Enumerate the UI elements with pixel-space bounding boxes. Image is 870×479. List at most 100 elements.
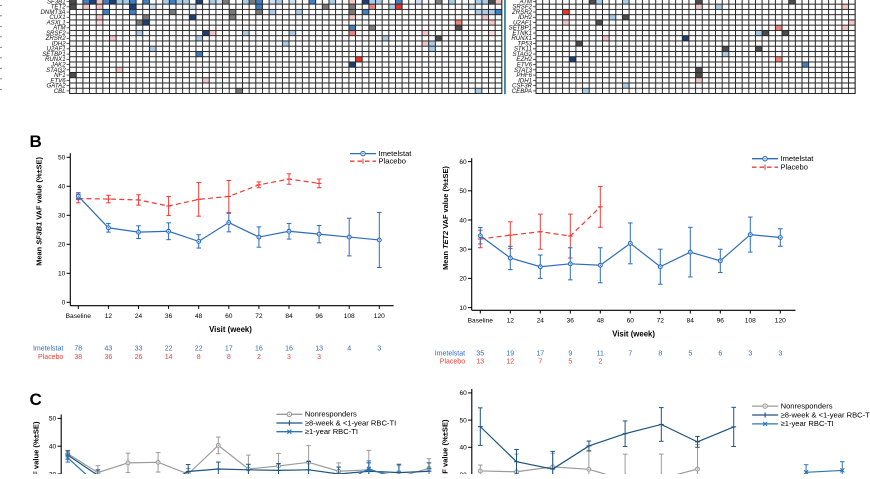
svg-text:2: 2	[598, 358, 602, 365]
svg-text:PHF6: PHF6	[516, 72, 532, 79]
svg-text:8: 8	[227, 354, 231, 361]
svg-text:STAT3: STAT3	[514, 67, 533, 74]
svg-text:NF1: NF1	[54, 72, 66, 79]
svg-text:3: 3	[778, 350, 782, 357]
svg-text:36: 36	[105, 354, 113, 361]
svg-text:Imetelstat: Imetelstat	[33, 345, 63, 352]
svg-text:38: 38	[74, 354, 82, 361]
svg-text:ETV6: ETV6	[50, 77, 66, 84]
svg-text:U2AF1: U2AF1	[47, 46, 66, 53]
svg-text:20: 20	[459, 276, 467, 283]
svg-text:GATA2: GATA2	[47, 83, 67, 90]
svg-text:84: 84	[687, 318, 695, 325]
svg-text:50: 50	[459, 188, 467, 195]
svg-text:50: 50	[459, 417, 467, 424]
svg-text:Mean TET2 VAF value (%±SE): Mean TET2 VAF value (%±SE)	[441, 419, 450, 474]
svg-text:36: 36	[567, 318, 575, 325]
svg-text:7: 7	[538, 358, 542, 365]
svg-text:DNMT3A: DNMT3A	[41, 9, 66, 16]
svg-text:72: 72	[255, 313, 263, 320]
svg-text:Placebo: Placebo	[38, 354, 63, 361]
svg-text:JAK2: JAK2	[50, 62, 66, 69]
svg-text:24: 24	[537, 318, 545, 325]
svg-text:120: 120	[775, 318, 786, 325]
svg-text:22: 22	[165, 345, 173, 352]
svg-text:13: 13	[476, 358, 484, 365]
svg-text:13: 13	[315, 345, 323, 352]
svg-text:40: 40	[459, 217, 467, 224]
svg-text:40: 40	[459, 445, 467, 452]
svg-text:48: 48	[597, 318, 605, 325]
svg-text:43: 43	[105, 345, 113, 352]
svg-text:11: 11	[597, 350, 604, 357]
svg-text:78: 78	[74, 345, 82, 352]
svg-text:60: 60	[627, 318, 635, 325]
svg-text:33: 33	[135, 345, 143, 352]
svg-text:U2AF1: U2AF1	[513, 19, 532, 26]
svg-text:8: 8	[197, 354, 201, 361]
svg-text:ASXL1: ASXL1	[46, 19, 66, 26]
svg-text:3: 3	[748, 350, 752, 357]
svg-text:Mean SF3B1 VAF value (%±SE): Mean SF3B1 VAF value (%±SE)	[35, 157, 44, 266]
svg-text:84: 84	[285, 313, 293, 320]
svg-text:17: 17	[536, 350, 544, 357]
svg-text:Placebo: Placebo	[440, 358, 465, 365]
svg-text:12: 12	[105, 313, 113, 320]
svg-text:≥1-year RBC-TI: ≥1-year RBC-TI	[781, 419, 834, 428]
svg-text:14: 14	[165, 354, 173, 361]
svg-text:Placebo: Placebo	[781, 163, 808, 172]
svg-text:3: 3	[287, 354, 291, 361]
svg-text:Baseline: Baseline	[66, 313, 92, 320]
svg-text:STAG2: STAG2	[46, 67, 66, 74]
svg-text:CBL: CBL	[54, 88, 66, 95]
svg-text:40: 40	[49, 444, 57, 451]
svg-text:8: 8	[658, 350, 662, 357]
svg-text:3: 3	[377, 345, 381, 352]
svg-text:10: 10	[58, 271, 66, 278]
svg-text:40: 40	[58, 184, 66, 191]
svg-text:SRSF2: SRSF2	[46, 30, 66, 37]
svg-text:12: 12	[507, 318, 515, 325]
svg-text:50: 50	[58, 155, 66, 162]
svg-text:96: 96	[717, 318, 725, 325]
svg-text:7: 7	[628, 350, 632, 357]
svg-text:≥8-week & <1-year RBC-TI: ≥8-week & <1-year RBC-TI	[305, 418, 396, 427]
svg-text:C: C	[30, 390, 42, 409]
svg-text:3: 3	[317, 354, 321, 361]
svg-text:STK11: STK11	[514, 46, 532, 53]
svg-text:Mean SF3B1 VAF value (%±SE): Mean SF3B1 VAF value (%±SE)	[32, 421, 41, 474]
svg-text:108: 108	[344, 313, 355, 320]
svg-text:Nonresponders: Nonresponders	[781, 401, 833, 410]
svg-text:26: 26	[135, 354, 143, 361]
svg-text:35: 35	[476, 350, 484, 357]
svg-text:SETBP1: SETBP1	[509, 25, 532, 32]
svg-text:60: 60	[459, 390, 467, 397]
svg-text:30: 30	[58, 213, 66, 220]
svg-text:ZRSR2: ZRSR2	[45, 35, 67, 42]
svg-text:96: 96	[315, 313, 323, 320]
svg-text:Placebo: Placebo	[379, 157, 406, 166]
svg-text:Visit (week): Visit (week)	[209, 325, 252, 334]
svg-text:IDH2: IDH2	[52, 40, 66, 47]
svg-text:IDH1: IDH1	[518, 77, 532, 84]
svg-text:ETNK1: ETNK1	[512, 30, 532, 37]
svg-text:STAG2: STAG2	[512, 51, 532, 58]
svg-text:16: 16	[255, 345, 263, 352]
svg-text:RUNX1: RUNX1	[511, 35, 532, 42]
svg-text:Visit (week): Visit (week)	[612, 329, 655, 338]
svg-text:36: 36	[165, 313, 173, 320]
svg-text:Imetelstat: Imetelstat	[435, 350, 465, 357]
svg-text:60: 60	[225, 313, 233, 320]
svg-text:SF3B1: SF3B1	[47, 0, 66, 5]
svg-text:B: B	[30, 132, 42, 151]
svg-text:9: 9	[568, 350, 572, 357]
svg-text:TET2: TET2	[51, 4, 67, 11]
svg-text:2: 2	[257, 354, 261, 361]
svg-text:108: 108	[745, 318, 756, 325]
svg-text:EZH2: EZH2	[516, 56, 532, 63]
svg-text:Imetelstat: Imetelstat	[379, 149, 413, 158]
svg-text:24: 24	[135, 313, 143, 320]
svg-text:17: 17	[225, 345, 233, 352]
svg-text:Baseline: Baseline	[468, 318, 494, 325]
svg-text:6: 6	[718, 350, 722, 357]
